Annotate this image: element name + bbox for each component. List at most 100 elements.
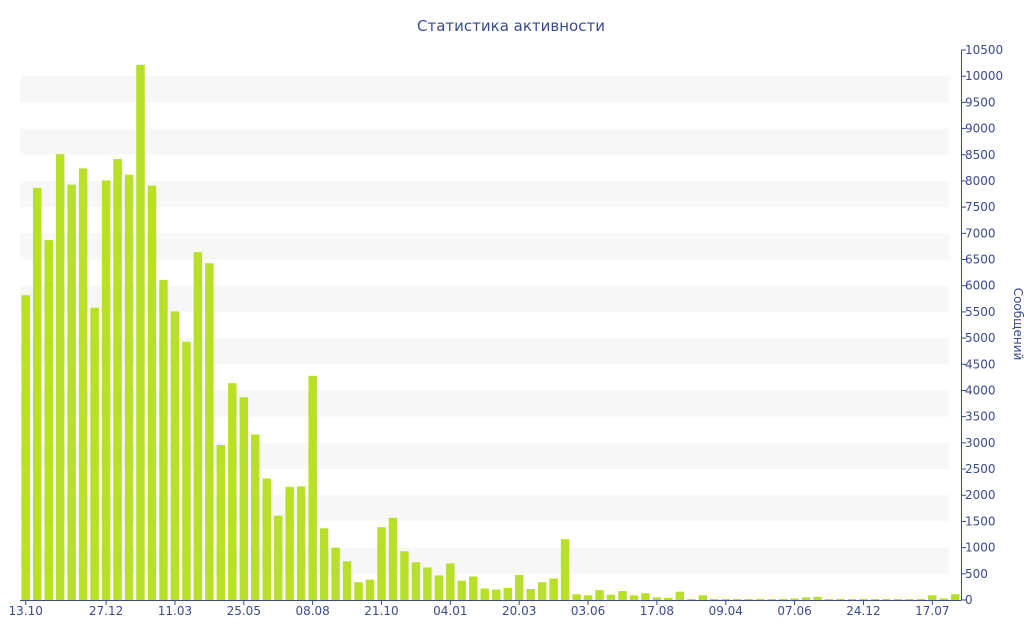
bar bbox=[595, 590, 604, 600]
bar bbox=[491, 589, 501, 600]
bar bbox=[698, 595, 708, 600]
bar bbox=[342, 561, 352, 600]
bar bbox=[572, 594, 581, 600]
y-axis-label: Сообщений bbox=[1011, 288, 1024, 361]
grid-band bbox=[20, 128, 949, 155]
bar bbox=[870, 598, 880, 600]
x-tick-label: 11.03 bbox=[158, 604, 192, 618]
bar bbox=[285, 486, 294, 600]
x-tick-label: 03.06 bbox=[571, 604, 605, 618]
bar bbox=[641, 593, 650, 600]
y-tick-label: 10000 bbox=[965, 69, 1003, 83]
bar bbox=[687, 598, 696, 600]
y-tick-label: 1000 bbox=[965, 541, 996, 555]
y-tick-label: 10500 bbox=[965, 43, 1003, 57]
bar bbox=[744, 598, 753, 600]
y-tick-label: 8500 bbox=[965, 148, 996, 162]
y-tick-label: 5500 bbox=[965, 305, 996, 319]
bar bbox=[721, 598, 730, 600]
bar bbox=[813, 596, 822, 600]
y-tick-label: 6000 bbox=[965, 279, 996, 293]
y-tick-label: 4000 bbox=[965, 383, 996, 397]
bar bbox=[836, 598, 845, 600]
bar bbox=[583, 595, 593, 600]
bars bbox=[21, 64, 960, 601]
y-tick-label: 3500 bbox=[965, 410, 996, 424]
bar bbox=[262, 478, 271, 600]
bar bbox=[480, 588, 490, 600]
bar bbox=[113, 158, 122, 600]
bar bbox=[824, 598, 834, 600]
bar bbox=[537, 582, 547, 600]
bar bbox=[365, 579, 375, 600]
bar bbox=[423, 567, 432, 600]
bar bbox=[893, 598, 903, 600]
bar bbox=[216, 444, 226, 600]
bar bbox=[469, 576, 478, 600]
bar bbox=[629, 595, 639, 600]
y-tick-label: 5000 bbox=[965, 331, 996, 345]
x-tick-label: 20.03 bbox=[502, 604, 536, 618]
bar bbox=[503, 587, 512, 600]
bar bbox=[882, 598, 891, 600]
y-tick-label: 6500 bbox=[965, 253, 996, 267]
bar bbox=[928, 595, 937, 600]
bar bbox=[159, 279, 168, 600]
bar bbox=[273, 515, 283, 600]
axes: 0 500 1000 1500 2000 2500 3000 3500 4000 4500 5000… bbox=[9, 43, 1004, 618]
bar bbox=[618, 591, 627, 600]
x-tick-label: 07.06 bbox=[777, 604, 811, 618]
y-tick-label: 4500 bbox=[965, 357, 996, 371]
x-tick-label: 25.05 bbox=[227, 604, 261, 618]
bar bbox=[411, 562, 421, 600]
y-tick-label: 2000 bbox=[965, 488, 996, 502]
bar bbox=[55, 154, 65, 601]
x-tick-label: 17.08 bbox=[640, 604, 674, 618]
x-tick-label: 27.12 bbox=[89, 604, 123, 618]
y-tick-label: 7000 bbox=[965, 226, 996, 240]
x-tick-label: 09.04 bbox=[709, 604, 743, 618]
y-tick-label: 500 bbox=[965, 567, 988, 581]
bar bbox=[388, 517, 398, 600]
y-tick-label: 0 bbox=[965, 593, 973, 607]
bar bbox=[319, 528, 329, 600]
bar bbox=[457, 580, 467, 600]
bar bbox=[205, 263, 214, 600]
y-tick-label: 2500 bbox=[965, 462, 996, 476]
bar bbox=[67, 184, 76, 600]
bar bbox=[939, 598, 949, 600]
bar bbox=[675, 591, 685, 600]
y-tick-label: 7500 bbox=[965, 200, 996, 214]
bar bbox=[606, 594, 616, 600]
bar bbox=[308, 375, 317, 600]
bar bbox=[446, 563, 455, 600]
grid-band bbox=[20, 76, 949, 103]
bar bbox=[847, 598, 857, 600]
bar bbox=[560, 539, 570, 600]
x-tick-label: 24.12 bbox=[846, 604, 880, 618]
bar bbox=[859, 598, 868, 600]
bar bbox=[514, 574, 524, 600]
y-tick-label: 9000 bbox=[965, 122, 996, 136]
bar bbox=[767, 598, 776, 600]
bar bbox=[193, 252, 203, 600]
bar bbox=[78, 168, 88, 600]
bar bbox=[905, 598, 914, 600]
x-tick-label: 13.10 bbox=[9, 604, 43, 618]
bar bbox=[32, 187, 42, 600]
bar bbox=[755, 598, 765, 600]
bar bbox=[21, 295, 30, 600]
bar bbox=[331, 547, 340, 600]
bar bbox=[251, 434, 260, 600]
y-tick-label: 9500 bbox=[965, 95, 996, 109]
bar bbox=[710, 598, 719, 600]
grid-band bbox=[20, 233, 949, 260]
grid-band bbox=[20, 180, 949, 208]
bar bbox=[916, 598, 926, 600]
bar bbox=[170, 311, 180, 600]
y-tick-label: 3000 bbox=[965, 436, 996, 450]
chart-title: Статистика активности bbox=[417, 17, 605, 35]
bar bbox=[526, 589, 535, 600]
x-tick-label: 21.10 bbox=[364, 604, 398, 618]
